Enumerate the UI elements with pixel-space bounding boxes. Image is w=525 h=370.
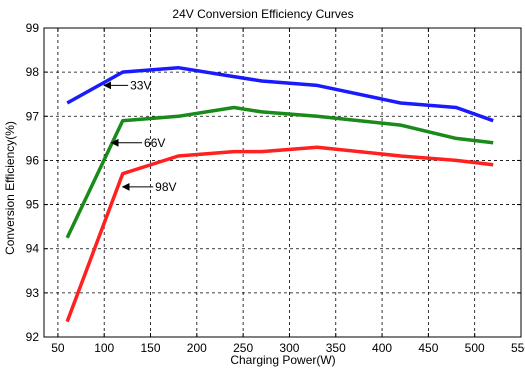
- x-tick-label: 50: [51, 341, 65, 355]
- series-group: [65, 65, 494, 323]
- y-tick-label: 98: [26, 65, 40, 79]
- y-tick-label: 92: [26, 330, 40, 344]
- series-line-1: [65, 105, 494, 239]
- x-tick-label: 200: [187, 341, 207, 355]
- series-line-0: [66, 65, 494, 123]
- chart-title: 24V Conversion Efficiency Curves: [172, 7, 353, 21]
- y-tick-label: 95: [26, 198, 40, 212]
- annotation-label: 98V: [155, 180, 176, 194]
- y-tick-label: 96: [26, 153, 40, 167]
- x-tick-label: 400: [372, 341, 392, 355]
- x-tick-label: 350: [326, 341, 346, 355]
- x-tick-label: 300: [279, 341, 299, 355]
- x-tick-label: 550: [511, 341, 525, 355]
- x-tick-label: 100: [94, 341, 114, 355]
- x-tick-label: 250: [233, 341, 253, 355]
- y-tick-label: 94: [26, 242, 40, 256]
- series-line-2: [65, 145, 494, 323]
- y-tick-label: 99: [26, 21, 40, 35]
- x-tick-label: 150: [140, 341, 160, 355]
- annotations: 33V 66V 98V: [103, 78, 177, 194]
- x-tick-label: 500: [465, 341, 485, 355]
- axis-ticks: 50 100 150 200 250 300 350 400 450 500 550 92 93 94 95…: [26, 21, 525, 355]
- x-tick-label: 450: [418, 341, 438, 355]
- y-axis-title: Conversion Efficiency(%): [3, 121, 17, 255]
- y-tick-label: 93: [26, 286, 40, 300]
- x-axis-title: Charging Power(W): [230, 353, 335, 367]
- plot-frame: [43, 27, 522, 338]
- y-tick-label: 97: [26, 109, 40, 123]
- annotation-label: 33V: [130, 78, 151, 92]
- annotation-label: 66V: [144, 136, 165, 150]
